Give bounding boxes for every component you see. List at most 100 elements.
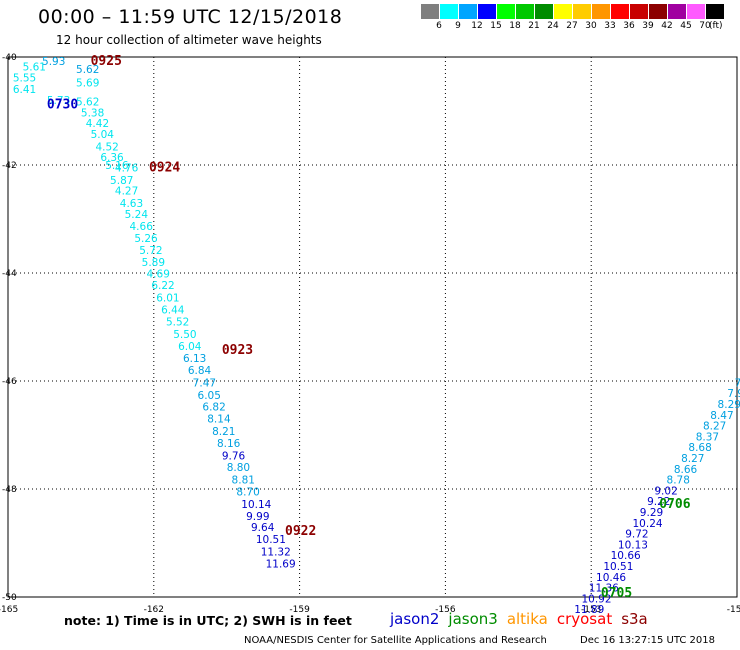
data-point-east: 10.24 [633, 518, 663, 530]
data-point-west: 4.27 [115, 186, 138, 198]
data-point-west: 5.52 [166, 316, 189, 328]
legend-label: 12 [471, 21, 483, 31]
data-point-east: 9.29 [640, 507, 663, 519]
time-label: 0924 [149, 160, 180, 175]
data-point-east: 10.51 [603, 561, 633, 573]
data-point-west: 5.24 [125, 209, 149, 221]
data-point-east: 9.72 [625, 529, 648, 541]
satellite-cryosat: cryosat [556, 610, 613, 628]
y-tick-label: -50 [2, 593, 17, 603]
legend-swatch [478, 4, 496, 19]
data-point-west: 6.84 [188, 365, 212, 377]
satellite-jason3: jason3 [448, 610, 498, 628]
time-label: 0730 [47, 97, 78, 112]
y-tick-label: -42 [2, 161, 17, 171]
data-point-east: 8.29 [718, 399, 740, 411]
data-point-east: 11.36 [589, 583, 619, 595]
data-point-west: 10.14 [241, 499, 271, 511]
data-point-west: 4.76 [115, 162, 139, 174]
legend-swatch [687, 4, 705, 19]
data-point-west: 4.42 [86, 118, 109, 130]
chart-subtitle: 12 hour collection of altimeter wave hei… [56, 33, 322, 47]
data-point-west: 4.66 [130, 221, 154, 233]
data-point-east: 8.66 [674, 464, 698, 476]
legend-swatch [497, 4, 515, 19]
satellite-legend: jason2 jason3 altika cryosat s3a [390, 610, 657, 628]
data-point-west: 8.70 [236, 486, 259, 498]
legend-label: 70 [699, 21, 711, 31]
data-point-west: 5.93 [42, 56, 65, 68]
data-point-west: 6.22 [151, 280, 174, 292]
plot-frame [7, 56, 738, 598]
legend-swatch [611, 4, 629, 19]
x-tick-label: -156 [435, 605, 456, 615]
y-tick-label: -46 [2, 377, 17, 387]
time-label: 0922 [285, 524, 316, 539]
legend-label: 15 [490, 21, 502, 31]
timestamp: Dec 16 13:27:15 UTC 2018 [580, 635, 715, 646]
data-point-west: 8.16 [217, 438, 241, 450]
data-point-east: 8.27 [681, 453, 704, 465]
data-point-west: 10.51 [256, 534, 286, 546]
legend-swatch [573, 4, 591, 19]
legend-swatch [706, 4, 724, 19]
data-point-west: 6.36 [100, 152, 124, 164]
x-tick-label: -150 [727, 605, 740, 615]
legend-label: 39 [642, 21, 654, 31]
legend-label: 9 [455, 21, 461, 31]
data-point-west: 5.72 [139, 245, 162, 257]
data-point-east: 10.92 [581, 593, 611, 605]
legend-swatch [516, 4, 534, 19]
chart-note: note: 1) Time is in UTC; 2) SWH is in fe… [64, 613, 352, 628]
legend-swatch [421, 4, 439, 19]
data-point-east: 8.78 [667, 475, 690, 487]
legend-swatch [668, 4, 686, 19]
data-point-west: 6.82 [202, 402, 225, 414]
legend-label: 36 [623, 21, 635, 31]
satellite-s3a: s3a [621, 610, 648, 628]
data-point-west: 5.61 [23, 62, 46, 74]
data-point-west: 6.01 [156, 293, 179, 305]
data-point-west: 11.32 [261, 546, 291, 558]
data-point-west: 9.64 [251, 522, 275, 534]
data-point-east: 7.4 [735, 377, 740, 389]
data-point-west: 8.21 [212, 426, 235, 438]
data-point-west: 5.26 [134, 233, 158, 245]
time-label: 0705 [601, 586, 632, 601]
chart-title: 00:00 – 11:59 UTC 12/15/2018 [38, 6, 343, 28]
data-point-west: 9.76 [222, 450, 246, 462]
data-point-west: 5.50 [173, 329, 196, 341]
data-point-west: 11.69 [266, 558, 296, 570]
data-point-east: 10.13 [618, 539, 648, 551]
legend-swatch [535, 4, 553, 19]
data-point-west: 6.05 [198, 390, 221, 402]
legend-label: 21 [528, 21, 540, 31]
data-point-west: 7.47 [193, 377, 216, 389]
data-point-east: 10.66 [611, 550, 641, 562]
data-point-west: 5.16 [105, 160, 129, 172]
data-point-west: 9.99 [246, 511, 269, 523]
data-point-west: 5.87 [110, 175, 133, 187]
legend-label: 45 [680, 21, 692, 31]
data-point-east: 7.97 [727, 388, 740, 400]
data-point-west: 5.69 [76, 78, 99, 90]
data-point-west: 6.13 [183, 353, 206, 365]
legend-label: 30 [585, 21, 597, 31]
legend-label: 42 [661, 21, 673, 31]
legend-swatch [649, 4, 667, 19]
y-tick-label: -48 [2, 485, 17, 495]
data-point-west: 8.81 [232, 475, 255, 487]
data-point-west: 5.38 [81, 107, 104, 119]
data-point-west: 8.14 [207, 414, 231, 426]
legend-swatch [459, 4, 477, 19]
credit-text: NOAA/NESDIS Center for Satellite Applica… [244, 635, 547, 646]
legend-label: 27 [566, 21, 578, 31]
data-point-east: 8.47 [710, 410, 733, 422]
data-point-west: 5.55 [13, 72, 36, 84]
legend-label: 33 [604, 21, 616, 31]
legend-label: 24 [547, 21, 559, 31]
data-point-east: 10.46 [596, 572, 626, 584]
satellite-altika: altika [506, 610, 548, 628]
data-point-east: 9.22 [647, 496, 670, 508]
